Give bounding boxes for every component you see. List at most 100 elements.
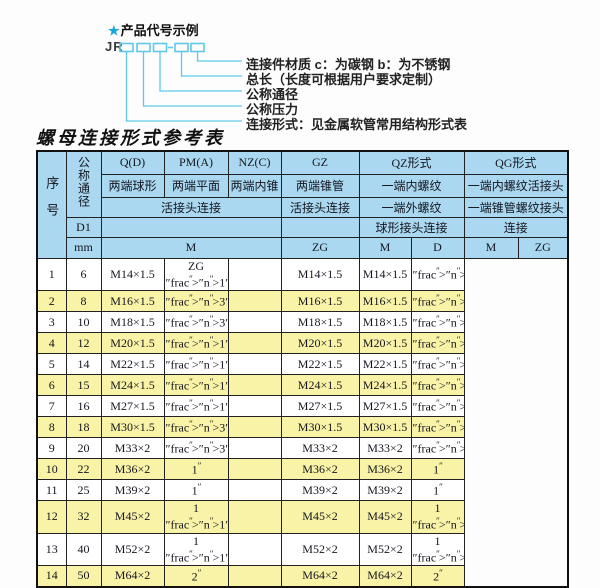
cell-qg_m: M39×2 (358, 479, 412, 501)
header-q: Q(D) (100, 150, 165, 175)
header-pm: PM(A) (163, 150, 229, 175)
cell-qg_m: M64×2 (358, 565, 412, 587)
cell-qz_m (227, 257, 282, 291)
table-row: 920M33×2″frac″>″n″>3″d″>4″M33×2M33×2″fra… (36, 437, 568, 459)
cell-qg_m: M30×1.5 (358, 416, 412, 438)
header-qg-sub2: 一端锥管螺纹接头 (463, 196, 569, 218)
cell-qz_d: M64×2 (280, 565, 360, 587)
cell-mm: 18 (65, 416, 102, 438)
cell-qz_d: M33×2 (280, 437, 360, 459)
header-union-conn: 活接头连接 (100, 196, 282, 218)
header-qg-zg: ZG (517, 236, 569, 259)
label-form: 连接形式：见金属软管常用结构形式表 (246, 117, 468, 132)
header-nz-sub: 两端内锥 (227, 173, 282, 198)
cell-gz: 1″ (163, 458, 229, 480)
cell-mm: 15 (65, 374, 102, 396)
table-row: 412M20×1.5″frac″>″n″>1″d″>2″M20×1.5M20×1… (36, 332, 568, 354)
cell-qg_m: M52×2 (358, 532, 412, 566)
header-gz-thread: ZG (280, 236, 360, 259)
cell-no: 4 (36, 332, 67, 354)
cell-m: M64×2 (100, 565, 165, 587)
cell-qg_m: M22×1.5 (358, 353, 412, 375)
table-row: 11 25 M39×2 1″ M39×2 M39×2 1″ (36, 479, 568, 501)
code-prefix: JR (105, 39, 124, 54)
cell-qz_m (227, 374, 282, 396)
cell-m: M36×2 (100, 458, 165, 480)
cell-qg_m: M36×2 (358, 458, 412, 480)
leader-line-length (180, 52, 242, 77)
cell-qz_d: M20×1.5 (280, 332, 360, 354)
cell-gz: 1 ″frac″>″n″>1″d″>4″ (163, 500, 229, 534)
cell-no: 11 (36, 479, 67, 501)
cell-gz: ″frac″>″n″>1″d″>2″ (163, 395, 229, 417)
diagram-heading-text: 产品代号示例 (120, 23, 199, 38)
cell-no: 3 (36, 311, 67, 333)
cell-mm: 6 (65, 257, 102, 291)
cell-gz: ″frac″>″n″>1″d″>2″ (163, 332, 229, 354)
cell-m: M22×1.5 (100, 353, 165, 375)
table-row: 28M16×1.5″frac″>″n″>3″d″>8″M16×1.5M16×1.… (36, 290, 568, 312)
cell-no: 1 (36, 257, 67, 291)
cell-gz: ″frac″>″n″>3″d″>4″ (163, 437, 229, 459)
table-row: 818M30×1.5″frac″>″n″>3″d″>4″M30×1.5M30×1… (36, 416, 568, 438)
table-row: 10 22 M36×2 1″ M36×2 M36×2 1″ (36, 458, 568, 480)
cell-m: M18×1.5 (100, 311, 165, 333)
cell-qg_zg: ″frac″>″n″>1″d″>2″ (410, 395, 465, 417)
header-gz-sub: 两端锥管 (280, 173, 360, 198)
leader-line-diameter (159, 52, 242, 92)
header-m-label: M (100, 236, 282, 259)
table-title: 螺母连接形式参考表 (36, 128, 225, 149)
cell-qz_m (227, 565, 282, 587)
cell-qg_zg: 1″ (410, 479, 465, 501)
cell-qz_d: M16×1.5 (280, 290, 360, 312)
cell-qz_d: M36×2 (280, 458, 360, 480)
table-header: 序号 公称通径 Q(D) PM(A) NZ(C) GZ QZ形式 QG形式 两端… (36, 150, 569, 259)
header-qz-d: D (410, 236, 465, 259)
cell-qz_d: M14×1.5 (280, 257, 360, 291)
cell-qg_zg: ″frac″>″n″>1″d″>2″ (410, 374, 465, 396)
cell-qg_zg: ″frac″>″n″>1″d″>2″ (410, 353, 465, 375)
cell-gz: ″frac″>″n″>3″d″>8″ (163, 290, 229, 312)
cell-mm: 40 (65, 532, 102, 566)
diagram-heading: ★产品代号示例 (108, 20, 199, 39)
header-qz-sub1: 一端内螺纹 (358, 173, 465, 198)
cell-qg_m: M27×1.5 (358, 395, 412, 417)
cell-qz_m (227, 532, 282, 566)
product-code-diagram: ★产品代号示例 JR 连接件材质 c：为碳钢 b：为不锈钢 总长（长度可根据用户… (0, 0, 600, 150)
cell-mm: 32 (65, 500, 102, 534)
header-qz-m: M (358, 236, 412, 259)
header-seq: 序号 (36, 150, 67, 259)
header-d1: D1 (65, 216, 102, 238)
cell-qg_m: M20×1.5 (358, 332, 412, 354)
cell-qg_m: M33×2 (358, 437, 412, 459)
cell-qg_zg: ″frac″>″n″>1″d″>2″ (410, 332, 465, 354)
cell-qg_zg: 1 ″frac″>″n″>1″d″>4″ (410, 500, 465, 534)
header-qg-m: M (463, 236, 519, 259)
cell-qg_zg: 1 ″frac″>″n″>1″d″>2″ (410, 532, 465, 566)
leader-line-pressure (142, 52, 242, 107)
cell-gz: ″frac″>″n″>1″d″>2″ (163, 353, 229, 375)
cell-qz_m (227, 395, 282, 417)
table-row: 514M22×1.5″frac″>″n″>1″d″>2″M22×1.5M22×1… (36, 353, 568, 375)
cell-mm: 10 (65, 311, 102, 333)
cell-qz_m (227, 437, 282, 459)
cell-qg_zg: ″frac″>″n″>3″d″>8″ (410, 311, 465, 333)
star-icon: ★ (108, 23, 120, 38)
code-box-5 (190, 42, 205, 53)
cell-mm: 20 (65, 437, 102, 459)
cell-qz_d: M45×2 (280, 500, 360, 534)
label-length: 总长（长度可根据用户要求定制） (246, 72, 442, 87)
cell-m: M14×1.5 (100, 257, 165, 291)
cell-m: M24×1.5 (100, 374, 165, 396)
cell-gz: ″frac″>″n″>3″d″>8″ (163, 311, 229, 333)
cell-qz_d: M24×1.5 (280, 374, 360, 396)
cell-mm: 14 (65, 353, 102, 375)
cell-no: 12 (36, 500, 67, 534)
cell-qz_m (227, 332, 282, 354)
header-gz-conn: 活接头连接 (280, 196, 360, 218)
code-box-1 (119, 42, 134, 53)
cell-qg_m: M14×1.5 (358, 257, 412, 291)
